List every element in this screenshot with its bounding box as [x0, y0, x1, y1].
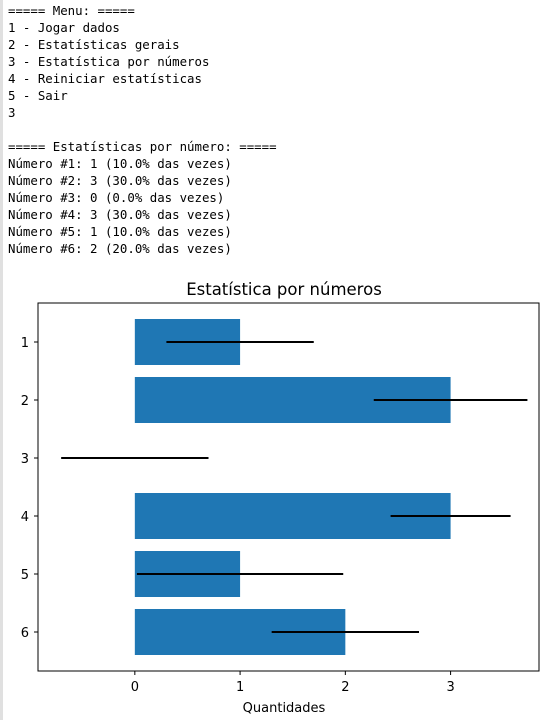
y-tick-label: 2 [21, 394, 29, 409]
console-line: Número #1: 1 (10.0% das vezes) [8, 155, 277, 172]
console-line: 3 - Estatística por números [8, 53, 277, 70]
x-tick-label: 3 [446, 680, 454, 695]
console-line: 4 - Reiniciar estatísticas [8, 70, 277, 87]
console-line: 3 [8, 104, 277, 121]
bar-chart: Estatística por números 1 2 3 4 5 6 0 1 2 3 Quant… [0, 270, 556, 720]
console-line: Número #6: 2 (20.0% das vezes) [8, 240, 277, 257]
x-axis-label: Quantidades [243, 701, 326, 716]
y-tick-label: 4 [21, 510, 29, 525]
console-line: Número #3: 0 (0.0% das vezes) [8, 189, 277, 206]
console-line: 1 - Jogar dados [8, 19, 277, 36]
y-tick-label: 6 [21, 626, 29, 641]
x-tick-label: 1 [236, 680, 244, 695]
console-line: Número #5: 1 (10.0% das vezes) [8, 223, 277, 240]
console-line: ===== Estatísticas por número: ===== [8, 138, 277, 155]
console-output: ===== Menu: ===== 1 - Jogar dados 2 - Esta… [8, 2, 277, 257]
console-line: 5 - Sair [8, 87, 277, 104]
console-line: Número #2: 3 (30.0% das vezes) [8, 172, 277, 189]
y-tick-label: 5 [21, 568, 29, 583]
plot-area: 1 2 3 4 5 6 0 1 2 3 [21, 319, 528, 695]
console-line: ===== Menu: ===== [8, 2, 277, 19]
console-line: Número #4: 3 (30.0% das vezes) [8, 206, 277, 223]
y-tick-label: 1 [21, 336, 29, 351]
console-line: 2 - Estatísticas gerais [8, 36, 277, 53]
console-line [8, 121, 277, 138]
y-tick-label: 3 [21, 452, 29, 467]
chart-title: Estatística por números [186, 280, 382, 299]
x-tick-label: 2 [341, 680, 349, 695]
x-tick-label: 0 [131, 680, 139, 695]
